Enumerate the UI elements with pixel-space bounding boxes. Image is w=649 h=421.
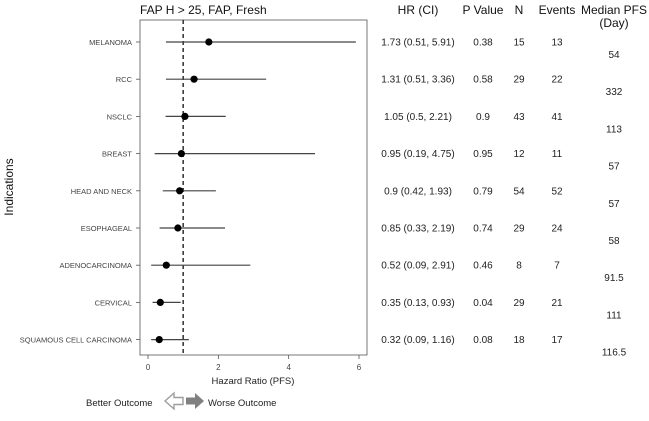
- p-value: 0.04: [473, 298, 493, 309]
- p-value: 0.74: [473, 224, 493, 235]
- p-value: 0.79: [473, 186, 493, 197]
- hr-ci-value: 0.85 (0.33, 2.19): [381, 224, 454, 235]
- forest-rows: MELANOMA 1.73 (0.51, 5.91) 0.38 15 13 54 RCC 1.…: [20, 38, 627, 359]
- hazard-ratio-point: [181, 112, 189, 120]
- indication-label: ADENOCARCINOMA: [59, 261, 132, 270]
- column-header-median-pfs: Median PFS: [581, 3, 647, 17]
- n-value: 8: [516, 261, 522, 272]
- indication-label: HEAD AND NECK: [71, 187, 132, 196]
- n-value: 12: [513, 149, 525, 160]
- column-header-p-value: P Value: [463, 3, 504, 17]
- median-pfs-value: 57: [608, 162, 620, 173]
- indication-label: CERVICAL: [95, 298, 132, 307]
- n-value: 54: [513, 186, 525, 197]
- events-value: 21: [551, 298, 563, 309]
- hr-ci-value: 1.31 (0.51, 3.36): [381, 75, 454, 86]
- hazard-ratio-point: [156, 298, 164, 306]
- events-value: 17: [551, 335, 563, 346]
- n-value: 29: [513, 224, 525, 235]
- p-value: 0.95: [473, 149, 493, 160]
- column-header-median-pfs-unit: (Day): [599, 16, 628, 30]
- column-header-hr-ci: HR (CI): [398, 3, 439, 17]
- column-header-n: N: [515, 3, 524, 17]
- y-axis-label: Indications: [2, 158, 16, 215]
- indication-label: SQUAMOUS CELL CARCINOMA: [20, 336, 132, 345]
- x-tick-label: 4: [286, 363, 291, 372]
- p-value: 0.38: [473, 38, 493, 49]
- p-value: 0.58: [473, 75, 493, 86]
- median-pfs-value: 332: [606, 87, 623, 98]
- hazard-ratio-point: [162, 261, 170, 269]
- hr-ci-value: 0.35 (0.13, 0.93): [381, 298, 454, 309]
- p-value: 0.08: [473, 335, 493, 346]
- events-value: 13: [551, 38, 563, 49]
- x-axis-ticks: 0 2 4 6: [146, 355, 362, 372]
- events-value: 22: [551, 75, 563, 86]
- median-pfs-value: 58: [608, 236, 620, 247]
- events-value: 52: [551, 186, 563, 197]
- x-tick-label: 6: [357, 363, 362, 372]
- median-pfs-value: 57: [608, 199, 620, 210]
- hazard-ratio-point: [176, 187, 184, 195]
- n-value: 43: [513, 112, 525, 123]
- median-pfs-value: 111: [606, 310, 622, 321]
- median-pfs-value: 113: [606, 124, 622, 135]
- n-value: 29: [513, 298, 525, 309]
- x-tick-label: 0: [146, 363, 151, 372]
- n-value: 15: [513, 38, 525, 49]
- hr-ci-value: 0.9 (0.42, 1.93): [384, 186, 452, 197]
- p-value: 0.9: [476, 112, 490, 123]
- right-arrow-icon: [186, 393, 204, 409]
- hr-ci-value: 0.32 (0.09, 1.16): [381, 335, 454, 346]
- indication-label: NSCLC: [107, 112, 133, 121]
- n-value: 29: [513, 75, 525, 86]
- outcome-legend: Better Outcome Worse Outcome: [86, 391, 276, 411]
- indication-label: MELANOMA: [89, 38, 132, 47]
- indication-label: BREAST: [102, 150, 132, 159]
- hazard-ratio-point: [190, 75, 198, 83]
- hr-ci-value: 1.73 (0.51, 5.91): [381, 38, 454, 49]
- left-arrow-icon: [163, 391, 184, 411]
- median-pfs-value: 116.5: [602, 348, 627, 359]
- chart-title: FAP H > 25, FAP, Fresh: [140, 3, 267, 17]
- events-value: 11: [552, 149, 563, 160]
- hr-ci-value: 0.95 (0.19, 4.75): [381, 149, 454, 160]
- median-pfs-value: 54: [608, 50, 620, 61]
- plot-panel-frame: [139, 19, 368, 356]
- legend-worse-outcome: Worse Outcome: [208, 398, 276, 409]
- hr-ci-value: 1.05 (0.5, 2.21): [384, 112, 452, 123]
- hr-ci-value: 0.52 (0.09, 2.91): [381, 261, 454, 272]
- events-value: 7: [554, 261, 560, 272]
- events-value: 41: [551, 112, 563, 123]
- x-axis-label: Hazard Ratio (PFS): [212, 376, 295, 387]
- legend-better-outcome: Better Outcome: [86, 398, 153, 409]
- hazard-ratio-point: [177, 150, 186, 158]
- hazard-ratio-point: [155, 336, 163, 344]
- hazard-ratio-point: [205, 38, 213, 46]
- indication-label: ESOPHAGEAL: [81, 224, 132, 233]
- indication-label: RCC: [116, 75, 133, 84]
- n-value: 18: [513, 335, 525, 346]
- events-value: 24: [551, 224, 563, 235]
- x-tick-label: 2: [216, 363, 221, 372]
- hazard-ratio-point: [174, 224, 182, 232]
- column-header-events: Events: [539, 3, 576, 17]
- p-value: 0.46: [473, 261, 493, 272]
- median-pfs-value: 91.5: [604, 273, 624, 284]
